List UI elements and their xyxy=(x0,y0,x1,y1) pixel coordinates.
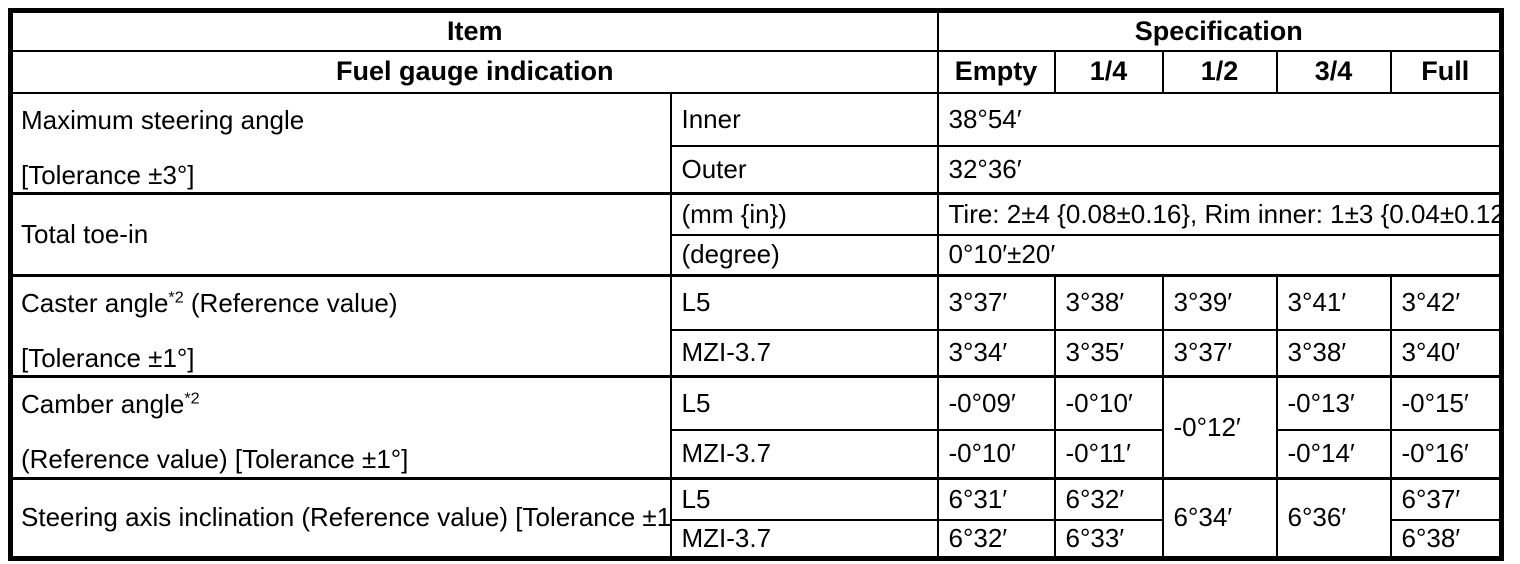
value-sai-l5-quarter: 6°32′ xyxy=(1053,476,1164,521)
item-label: Caster angle*2 (Reference value) xyxy=(21,287,398,318)
column-header-quarter: 1/4 xyxy=(1053,49,1164,94)
value-caster-mzi-three-quarter: 3°38′ xyxy=(1275,328,1392,378)
value-sai-l5-full: 6°37′ xyxy=(1389,476,1503,521)
value-camber-l5-quarter: -0°10′ xyxy=(1053,374,1164,431)
value-toe-in-degree: 0°10′±20′ xyxy=(936,234,1503,276)
item-tolerance: [Tolerance ±3°] xyxy=(21,159,195,190)
value-caster-l5-half: 3°39′ xyxy=(1161,273,1278,331)
sub-item-outer: Outer xyxy=(669,144,939,195)
item-tolerance: [Tolerance ±1°] xyxy=(21,342,195,373)
value-sai-l5-empty: 6°31′ xyxy=(936,476,1056,521)
value-caster-mzi-empty: 3°34′ xyxy=(936,328,1056,378)
item-cell-steering-axis-inclination: Steering axis inclination (Reference val… xyxy=(9,476,672,559)
column-header-fuel-gauge: Fuel gauge indication xyxy=(9,49,939,94)
sub-item-engine-mzi: MZI-3.7 xyxy=(669,328,939,378)
value-caster-l5-empty: 3°37′ xyxy=(936,273,1056,331)
alignment-spec-table: Item Specification Fuel gauge indication… xyxy=(8,8,1505,561)
sub-item-engine-l5: L5 xyxy=(669,374,939,431)
item-cell-max-steering-angle: Maximum steering angle [Tolerance ±3°] xyxy=(9,91,672,194)
column-header-item: Item xyxy=(9,9,939,52)
item-label: Maximum steering angle xyxy=(21,104,305,135)
value-sai-half-merged: 6°34′ xyxy=(1161,476,1278,559)
item-cell-camber-angle: Camber angle*2 (Reference value) [Tolera… xyxy=(9,374,672,479)
sub-item-engine-l5: L5 xyxy=(669,273,939,331)
value-camber-mzi-empty: -0°10′ xyxy=(936,429,1056,479)
value-outer: 32°36′ xyxy=(936,144,1503,195)
value-camber-half-merged: -0°12′ xyxy=(1161,374,1278,479)
value-caster-mzi-quarter: 3°35′ xyxy=(1053,328,1164,378)
column-header-specification: Specification xyxy=(936,9,1503,52)
footnote-marker: *2 xyxy=(184,388,200,407)
value-camber-l5-three-quarter: -0°13′ xyxy=(1275,374,1392,431)
value-sai-mzi-empty: 6°32′ xyxy=(936,519,1056,559)
value-camber-mzi-full: -0°16′ xyxy=(1389,429,1503,479)
value-caster-mzi-full: 3°40′ xyxy=(1389,328,1503,378)
item-tolerance: (Reference value) [Tolerance ±1°] xyxy=(21,443,409,474)
item-label: Camber angle*2 xyxy=(21,388,200,419)
sub-item-engine-mzi: MZI-3.7 xyxy=(669,429,939,479)
footnote-marker: *2 xyxy=(168,287,184,306)
column-header-empty: Empty xyxy=(936,49,1056,94)
column-header-full: Full xyxy=(1389,49,1503,94)
column-header-half: 1/2 xyxy=(1161,49,1278,94)
value-sai-three-quarter-merged: 6°36′ xyxy=(1275,476,1392,559)
item-cell-caster-angle: Caster angle*2 (Reference value) [Tolera… xyxy=(9,273,672,377)
sub-item-mm-in: (mm {in}) xyxy=(669,191,939,236)
value-sai-mzi-quarter: 6°33′ xyxy=(1053,519,1164,559)
value-sai-mzi-full: 6°38′ xyxy=(1389,519,1503,559)
value-camber-l5-full: -0°15′ xyxy=(1389,374,1503,431)
value-caster-mzi-half: 3°37′ xyxy=(1161,328,1278,378)
item-cell-total-toe-in: Total toe-in xyxy=(9,191,672,276)
value-camber-mzi-quarter: -0°11′ xyxy=(1053,429,1164,479)
value-camber-l5-empty: -0°09′ xyxy=(936,374,1056,431)
value-toe-in-mm: Tire: 2±4 {0.08±0.16}, Rim inner: 1±3 {0… xyxy=(936,191,1503,236)
column-header-three-quarter: 3/4 xyxy=(1275,49,1392,94)
value-caster-l5-three-quarter: 3°41′ xyxy=(1275,273,1392,331)
value-caster-l5-full: 3°42′ xyxy=(1389,273,1503,331)
sub-item-engine-l5: L5 xyxy=(669,476,939,521)
sub-item-engine-mzi: MZI-3.7 xyxy=(669,519,939,559)
sub-item-degree: (degree) xyxy=(669,234,939,276)
value-inner: 38°54′ xyxy=(936,91,1503,147)
value-camber-mzi-three-quarter: -0°14′ xyxy=(1275,429,1392,479)
sub-item-inner: Inner xyxy=(669,91,939,147)
value-caster-l5-quarter: 3°38′ xyxy=(1053,273,1164,331)
